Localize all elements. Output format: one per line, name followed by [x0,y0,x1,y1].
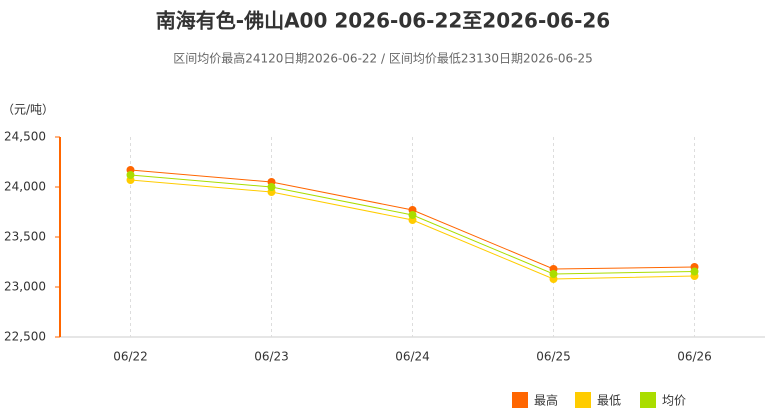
y-axis-label: （元/吨） [2,103,54,117]
x-tick-label: 06/25 [536,350,571,364]
data-point [267,183,276,191]
y-tick-label: 24,500 [4,130,46,144]
y-tick-label: 22,500 [4,330,46,344]
y-tick-label: 23,000 [4,280,46,294]
chart-title: 南海有色-佛山A00 2026-06-22至2026-06-26 [156,9,610,33]
legend-label: 最高 [534,393,558,408]
x-tick-label: 06/23 [254,350,289,364]
legend-label: 最低 [597,394,621,408]
data-point [126,171,135,179]
data-point [408,211,417,219]
legend-swatch [640,392,656,408]
legend-label: 均价 [662,394,686,408]
x-tick-label: 06/26 [677,350,712,364]
legend-swatch [575,392,591,408]
data-point [549,270,558,278]
y-tick-label: 23,500 [4,230,46,244]
x-tick-label: 06/22 [113,350,148,364]
chart-subtitle: 区间均价最高24120日期2026-06-22 / 区间均价最低23130日期2… [173,51,593,66]
legend-swatch [512,392,528,408]
y-tick-label: 24,000 [4,180,46,194]
x-tick-label: 06/24 [395,350,430,364]
data-point [690,267,699,276]
